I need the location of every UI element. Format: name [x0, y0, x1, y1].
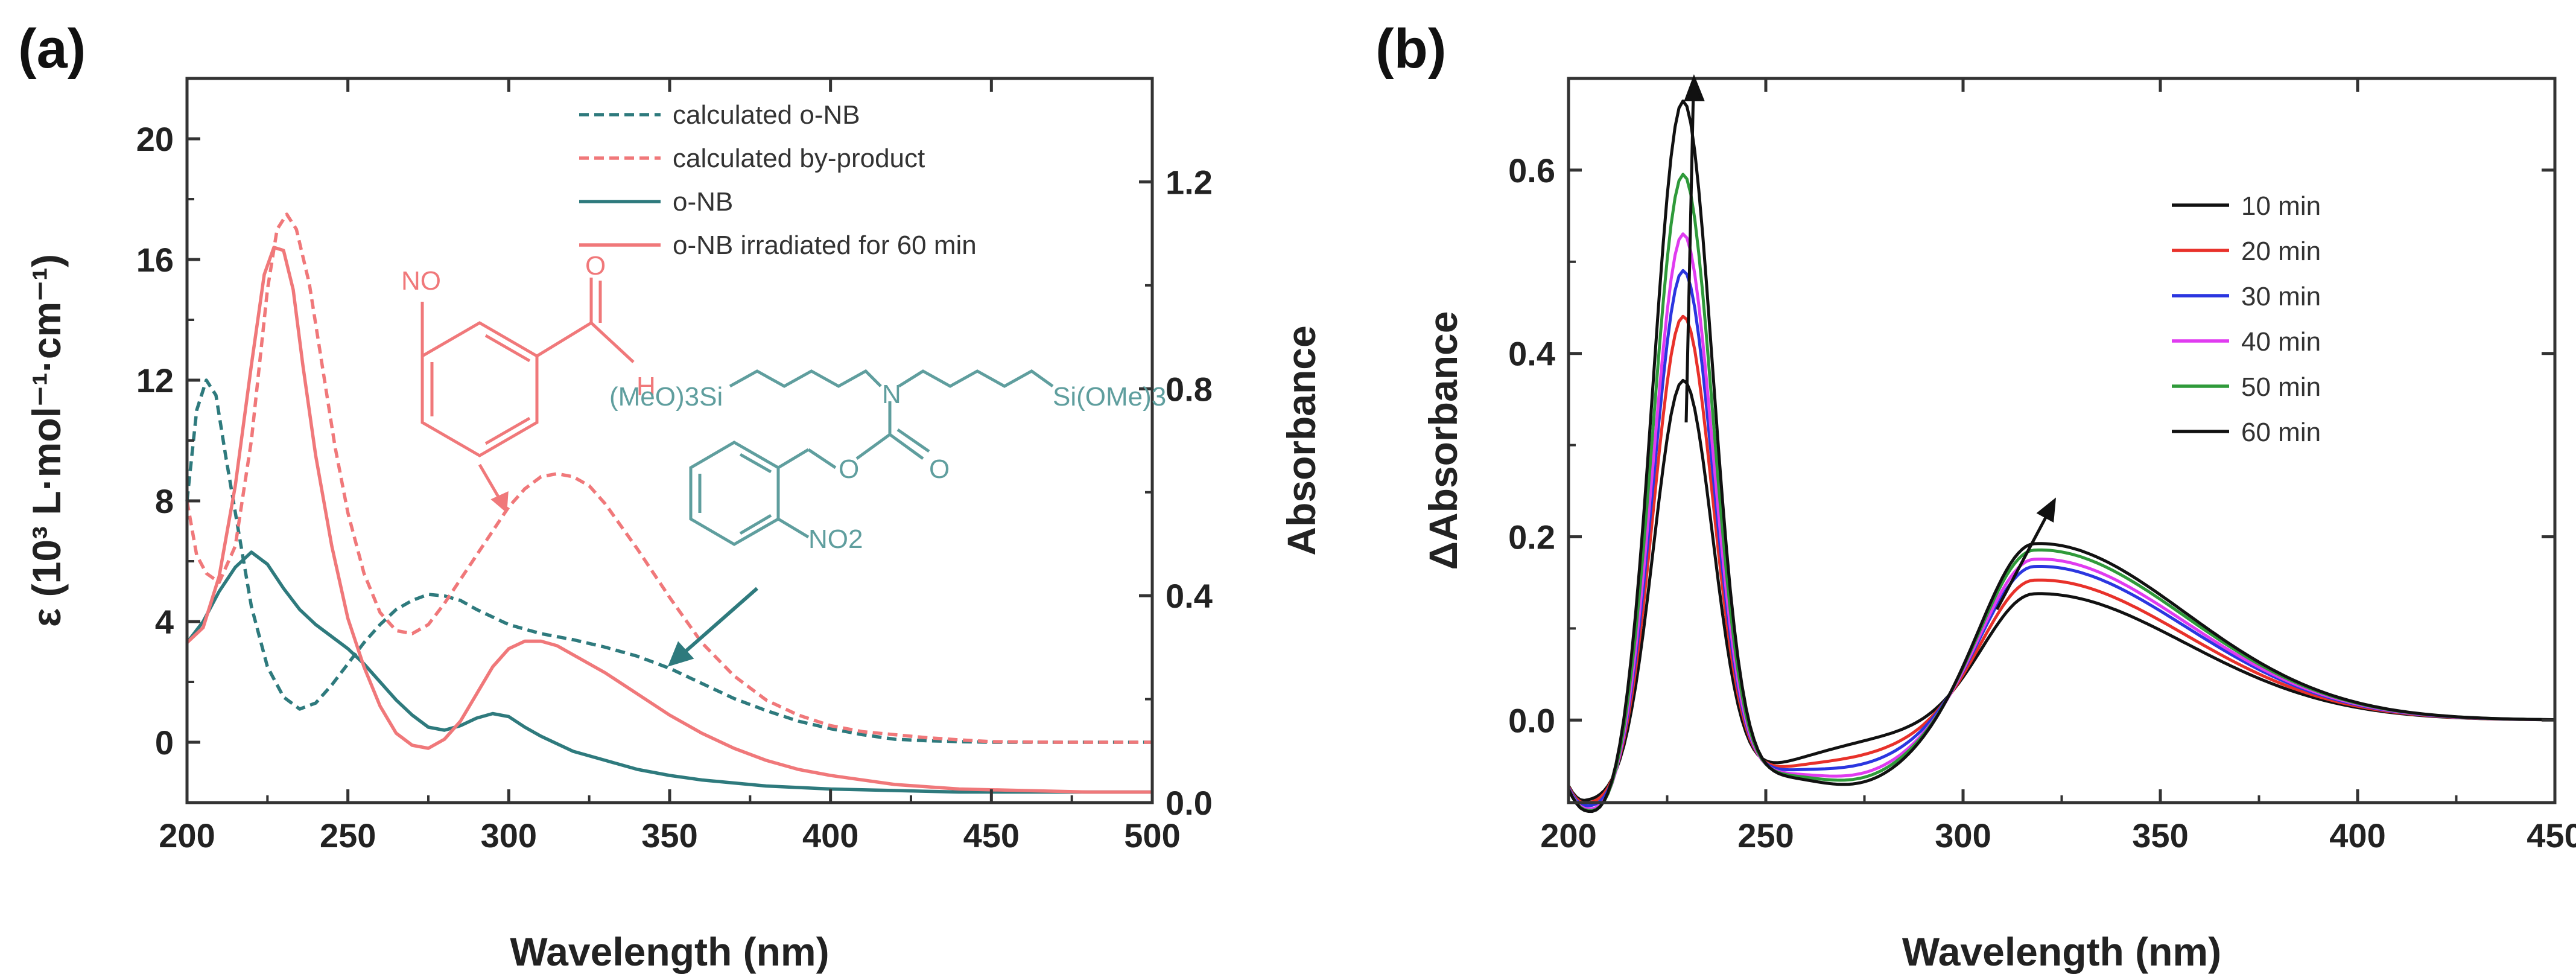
- legend-entry: 30 min: [2241, 282, 2321, 311]
- onb-o-label: O: [839, 454, 859, 484]
- peak-trend-arrow: [1684, 74, 1705, 423]
- onb-left-chain: [729, 369, 882, 388]
- panel-b: (b) 200 250 300 350 400 450 0.0 0.2 0.4 0.6 Wavele…: [1375, 18, 2576, 974]
- y-tick-label: 16: [136, 241, 174, 279]
- series-o-nb-irradiated-for-60-min: [186, 246, 1152, 794]
- onb-ring-double-bond: [739, 514, 772, 535]
- onb-arrow: [667, 587, 758, 667]
- x-tick-label: 400: [802, 816, 858, 854]
- y2-tick-label: 0.4: [1166, 577, 1213, 615]
- onb-right-chain: [898, 369, 1054, 388]
- x-tick-label: 450: [2527, 816, 2576, 854]
- band-trend-arrow: [1995, 497, 2057, 611]
- x-tick-label: 300: [1935, 816, 1991, 854]
- series-o-nb: [185, 550, 1152, 794]
- series-calculated-o-nb: [185, 378, 1152, 744]
- panel-a-frame: [185, 77, 1154, 804]
- nitroso-benzene-ring: [420, 321, 539, 457]
- x-tick-label: 200: [1540, 816, 1596, 854]
- y-tick-label: 0.6: [1508, 151, 1555, 189]
- y2-tick-label: 1.2: [1166, 163, 1213, 201]
- legend-entry: 20 min: [2241, 237, 2321, 266]
- x-tick-label: 350: [2132, 816, 2188, 854]
- legend-entry: o-NB: [673, 187, 733, 217]
- carbonyl-double: [896, 428, 930, 453]
- onb-benzene-ring: [689, 441, 780, 546]
- legend-entry: 50 min: [2241, 372, 2321, 402]
- nitroso-ring-double-bond: [484, 416, 531, 445]
- x-axis-title: Wavelength (nm): [1902, 929, 2221, 974]
- legend-entry: calculated o-NB: [673, 100, 860, 130]
- legend-entry: 40 min: [2241, 327, 2321, 357]
- y2-tick-label: 0.8: [1166, 370, 1213, 408]
- x-tick-label: 200: [159, 816, 215, 854]
- onb-n-label: N: [882, 380, 901, 409]
- onb-right-silane: Si(OMe)3: [1053, 382, 1166, 412]
- y-tick-label: 8: [155, 482, 174, 520]
- y-tick-label: 0.0: [1508, 701, 1555, 739]
- aldehyde-o-label: O: [585, 251, 606, 281]
- y-tick-label: 0.2: [1508, 518, 1555, 556]
- benzyl-ch2-bond: [777, 448, 810, 469]
- y-tick-label: 4: [155, 603, 174, 641]
- x-tick-label: 250: [1737, 816, 1794, 854]
- panel-a: (a) 200 250 300 350 400 450 500 0 4 8 12 16 20 0.0 0.4…: [18, 18, 1324, 974]
- y-tick-label: 12: [136, 361, 174, 399]
- y-tick-label: 0: [155, 724, 174, 762]
- series-60-min: [1567, 99, 2555, 813]
- x-tick-label: 350: [641, 816, 697, 854]
- legend-entry: 60 min: [2241, 418, 2321, 447]
- y-tick-label: 0.4: [1508, 335, 1555, 373]
- panel-a-label: (a): [18, 18, 86, 80]
- nitroso-ring-double-bond: [484, 334, 531, 363]
- aldehyde-h-bond: [590, 322, 635, 363]
- legend-entry: o-NB irradiated for 60 min: [673, 231, 977, 260]
- x-tick-label: 500: [1124, 816, 1180, 854]
- onb-ring-double-bond: [739, 453, 772, 474]
- benzyl-o-bond: [807, 448, 837, 469]
- carbamate-o-bond: [855, 433, 891, 460]
- series-calculated-by-product: [185, 212, 1152, 744]
- y2-axis-title: Absorbance: [1279, 325, 1324, 555]
- y2-tick-label: 0.0: [1166, 784, 1213, 822]
- carbonyl-bond: [889, 433, 924, 460]
- nitroso-arrow: [478, 463, 509, 514]
- aldehyde-h-label: H: [636, 372, 656, 401]
- x-axis-title: Wavelength (nm): [510, 929, 829, 974]
- nitro-bond: [777, 517, 810, 539]
- legend-entry: 10 min: [2241, 191, 2321, 221]
- onb-nitro-label: NO2: [808, 524, 863, 554]
- nitroso-structure: [420, 278, 635, 457]
- x-tick-label: 450: [963, 816, 1020, 854]
- y-tick-label: 20: [136, 120, 174, 158]
- legend-entry: calculated by-product: [673, 144, 925, 173]
- aldehyde-bond: [536, 321, 592, 358]
- onb-left-silane: (MeO)3Si: [609, 382, 723, 412]
- x-tick-label: 250: [320, 816, 376, 854]
- nitroso-no-label: NO: [401, 266, 441, 296]
- x-tick-label: 400: [2329, 816, 2385, 854]
- onb-carbonyl-o-label: O: [929, 454, 950, 484]
- y-axis-title: ΔAbsorbance: [1421, 311, 1465, 570]
- x-tick-label: 300: [481, 816, 537, 854]
- panel-b-label: (b): [1375, 18, 1446, 80]
- y-axis-title: ε (10³ L·mol⁻¹·cm⁻¹): [24, 254, 69, 627]
- onb-structure: [689, 369, 1054, 546]
